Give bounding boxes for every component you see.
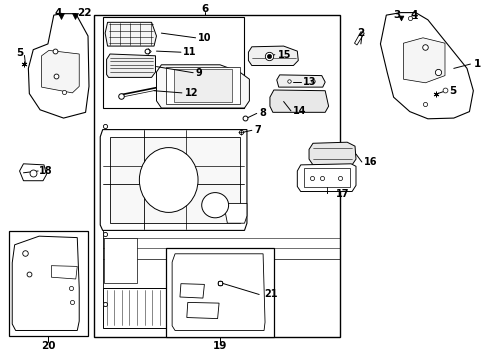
Polygon shape [380,13,472,119]
Polygon shape [297,164,355,192]
Text: 4: 4 [55,8,62,18]
Text: 22: 22 [77,8,91,18]
Text: 14: 14 [293,106,306,116]
Text: 9: 9 [195,68,202,78]
Polygon shape [110,137,239,223]
Ellipse shape [201,193,228,218]
Polygon shape [94,15,339,337]
Text: 19: 19 [212,341,227,351]
Polygon shape [180,284,204,298]
Text: 7: 7 [254,125,261,135]
Text: 5: 5 [448,86,455,96]
Polygon shape [100,130,246,230]
Polygon shape [224,203,246,223]
Text: 11: 11 [183,47,197,57]
Text: 5: 5 [16,48,23,58]
Polygon shape [166,248,273,337]
Text: 12: 12 [184,88,198,98]
Polygon shape [403,38,444,83]
Polygon shape [104,238,137,283]
Polygon shape [269,90,328,112]
Polygon shape [173,69,232,102]
Polygon shape [28,14,89,118]
Polygon shape [105,22,156,46]
Polygon shape [354,32,364,45]
Text: 16: 16 [364,157,377,167]
Text: 17: 17 [335,189,348,199]
Polygon shape [156,65,249,108]
Polygon shape [51,266,77,279]
Text: 18: 18 [39,166,53,176]
Polygon shape [304,168,349,187]
Polygon shape [106,54,155,77]
Polygon shape [308,142,355,165]
Text: 2: 2 [357,28,364,38]
Polygon shape [41,50,79,93]
Text: 20: 20 [41,341,55,351]
Text: 6: 6 [202,4,208,14]
Polygon shape [166,67,239,104]
Polygon shape [12,236,79,330]
Polygon shape [102,17,244,108]
Polygon shape [9,231,88,336]
Polygon shape [102,288,178,328]
Polygon shape [20,164,46,181]
Polygon shape [186,302,219,319]
Text: 15: 15 [277,50,291,60]
Polygon shape [248,46,298,66]
Polygon shape [276,75,325,87]
Text: 1: 1 [472,59,480,69]
Text: 21: 21 [264,289,277,300]
Ellipse shape [139,148,198,212]
Text: 8: 8 [259,108,265,118]
Text: 3: 3 [393,10,400,20]
Text: 10: 10 [198,33,211,43]
Text: 13: 13 [303,77,316,87]
Text: 4: 4 [410,10,418,20]
Polygon shape [172,254,264,330]
